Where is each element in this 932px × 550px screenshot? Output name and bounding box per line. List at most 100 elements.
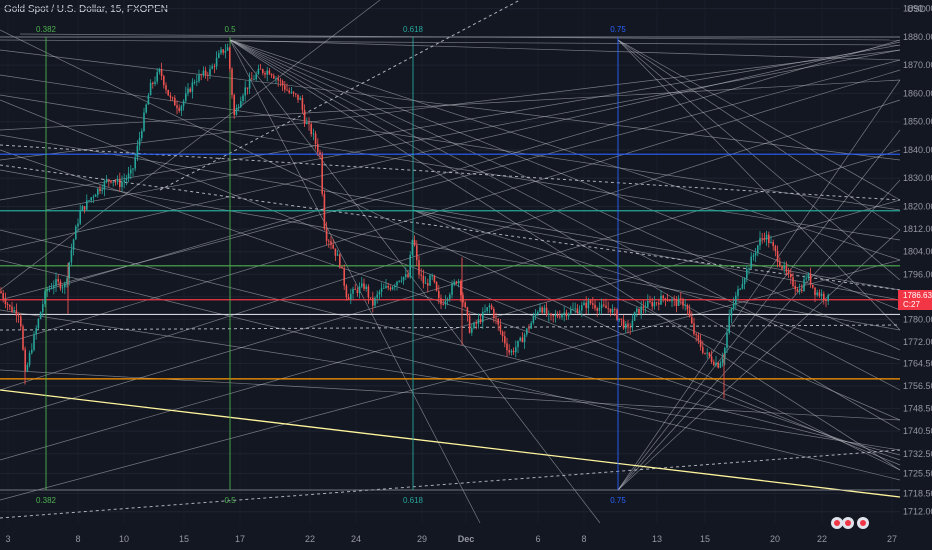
time-axis: 3 8 10 15 17 22 24 29 Dec 6 8 13 15 20 22 27 <box>5 534 897 544</box>
fan-line <box>0 41 901 251</box>
candle-body <box>444 300 447 305</box>
candle-body <box>336 254 339 256</box>
price-tick: 1756.50 <box>903 381 932 391</box>
candle-body <box>438 290 440 299</box>
candle-body <box>218 53 220 58</box>
candle-body <box>543 307 546 313</box>
candle-body <box>409 255 411 278</box>
time-tick: 13 <box>652 534 662 544</box>
candle-body <box>31 349 33 353</box>
candle-body <box>48 288 51 291</box>
candle-body <box>273 75 275 79</box>
candle-body <box>554 314 557 317</box>
candle-body <box>79 210 81 224</box>
candle-body <box>158 69 161 73</box>
candle-body <box>779 262 781 267</box>
candle-body <box>715 362 717 366</box>
candle-body <box>697 335 700 341</box>
candle-body <box>433 275 436 283</box>
candle-body <box>427 283 429 286</box>
candle-body <box>259 68 262 70</box>
candle-body <box>772 242 774 247</box>
candle-body <box>372 297 374 306</box>
candle-body <box>488 305 491 308</box>
candle-body <box>479 319 482 323</box>
candle-body <box>284 85 286 90</box>
candle-body <box>145 104 147 113</box>
candle-body <box>728 316 730 333</box>
candle-body <box>132 168 134 170</box>
candle-body <box>383 287 385 289</box>
candle-body <box>466 307 469 316</box>
candle-body <box>405 274 407 278</box>
candle-body <box>147 95 150 105</box>
candle-body <box>103 181 106 190</box>
candle-body <box>4 298 7 304</box>
candle-body <box>13 310 15 312</box>
candle-body <box>482 311 484 323</box>
candle-body <box>664 298 667 301</box>
candle-body <box>116 179 119 182</box>
candle-body <box>356 289 359 294</box>
fan-line <box>45 39 901 291</box>
fan-line <box>0 169 901 331</box>
candle-body <box>794 285 796 290</box>
candle-body <box>61 287 64 289</box>
price-tick: 1804.00 <box>903 247 932 257</box>
fan-line <box>0 199 901 461</box>
candle-body <box>776 251 779 263</box>
candle-body <box>75 226 77 240</box>
candle-body <box>193 81 196 83</box>
candle-body <box>741 283 744 289</box>
candle-body <box>462 295 464 303</box>
candle-body <box>332 244 334 249</box>
candle-body <box>361 283 363 287</box>
candle-body <box>396 281 398 286</box>
candle-body <box>134 157 136 169</box>
fib-label: 0.382 <box>36 496 57 505</box>
candle-body <box>563 312 565 315</box>
price-tick: 1890.00 <box>903 4 932 14</box>
trend-line <box>0 389 901 498</box>
candle-body <box>682 299 684 306</box>
last-price: 1786.63 <box>903 291 932 300</box>
candle-body <box>812 284 814 288</box>
candle-body <box>141 130 143 139</box>
candle-body <box>72 239 75 250</box>
candle-body <box>589 300 592 304</box>
candle-body <box>424 283 427 284</box>
candle-body <box>508 350 510 353</box>
fib-label: 0.75 <box>610 496 626 505</box>
candle-body <box>660 295 662 305</box>
fan-line <box>0 74 901 211</box>
candle-body <box>572 308 574 310</box>
candle-body <box>534 313 537 317</box>
candle-body <box>143 112 145 131</box>
flag-icons[interactable] <box>831 517 869 529</box>
fan-line <box>229 39 901 431</box>
candle-body <box>570 309 572 314</box>
candle-body <box>77 223 79 227</box>
candle-body <box>57 279 59 282</box>
candle-body <box>770 242 772 244</box>
candle-body <box>94 194 97 197</box>
price-tick: 1732.50 <box>903 449 932 459</box>
candle-body <box>350 293 352 300</box>
candle-body <box>708 352 711 357</box>
fib-label: 0.618 <box>403 496 424 505</box>
candle-body <box>378 291 381 295</box>
candle-body <box>385 285 387 288</box>
candle-body <box>127 173 130 179</box>
candle-body <box>642 306 645 309</box>
candle-body <box>823 293 825 300</box>
candle-body <box>365 286 367 289</box>
candle-body <box>288 90 290 93</box>
candle-body <box>754 252 757 256</box>
fan-line <box>0 149 901 461</box>
candle-body <box>108 179 110 181</box>
candle-body <box>26 364 29 372</box>
candle-body <box>530 322 532 329</box>
candle-body <box>774 246 777 252</box>
candle-body <box>339 254 341 267</box>
